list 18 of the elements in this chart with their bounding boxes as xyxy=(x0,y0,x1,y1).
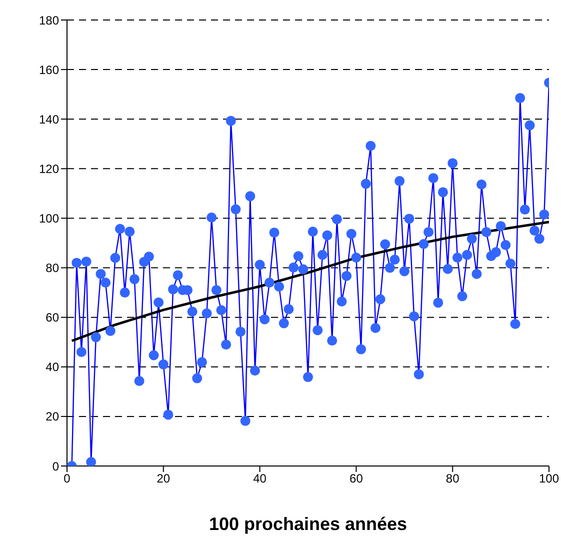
x-axis-title: 100 prochaines années xyxy=(208,514,408,534)
x-tick-label: 60 xyxy=(350,472,364,486)
y-tick-label: 80 xyxy=(46,261,60,276)
x-tick-label: 0 xyxy=(64,472,71,486)
y-tick-label: 160 xyxy=(38,62,60,77)
y-tick-label: 180 xyxy=(38,13,60,28)
y-tick-label: 140 xyxy=(38,112,60,126)
y-tick-label: 20 xyxy=(46,410,60,424)
x-tick-label: 100 xyxy=(538,472,560,486)
y-tick-label: 60 xyxy=(46,310,60,325)
y-tick-label: 40 xyxy=(46,360,60,374)
x-tick-label: 40 xyxy=(253,472,267,486)
y-tick-label: 0 xyxy=(52,459,60,474)
x-tick-label: 80 xyxy=(446,472,460,486)
y-tick-label: 120 xyxy=(38,162,60,176)
x-tick-label: 20 xyxy=(156,472,170,486)
y-tick-label: 100 xyxy=(38,211,60,226)
line-series xyxy=(70,220,549,342)
